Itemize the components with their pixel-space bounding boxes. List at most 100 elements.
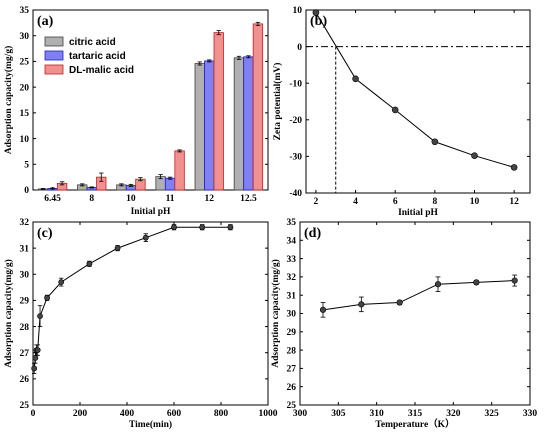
- x-tick-label: 200: [73, 409, 88, 419]
- data-point: [471, 152, 478, 159]
- data-point: [358, 301, 365, 308]
- bar-tartaric: [204, 60, 215, 191]
- x-tick-label: 300: [293, 409, 308, 419]
- y-axis-title: Adsorption capacity(mg/g): [3, 46, 14, 154]
- x-tick-label: 305: [331, 409, 346, 419]
- y-tick-label: 30: [20, 270, 30, 280]
- y-tick-label: 15: [20, 109, 30, 119]
- bar-malic: [213, 32, 224, 191]
- data-point: [34, 347, 41, 353]
- y-tick-label: 31: [20, 244, 30, 254]
- adsorption-time-line: [33, 226, 231, 369]
- y-tick-label: 32: [20, 218, 30, 228]
- y-tick-label: 5: [24, 160, 29, 170]
- y-tick-label: 10: [20, 135, 30, 145]
- data-point: [227, 224, 234, 231]
- x-tick-label: 12: [509, 197, 519, 207]
- data-point: [44, 294, 50, 301]
- bar-malic: [174, 150, 185, 191]
- y-tick-label: 10: [293, 6, 303, 16]
- legend-swatch-malic: [44, 64, 64, 75]
- x-tick-label: 2: [314, 197, 319, 207]
- y-tick-label: 25: [20, 401, 30, 411]
- data-point: [431, 138, 439, 146]
- y-tick-label: 25: [287, 401, 297, 411]
- y-tick-label: 27: [20, 349, 30, 359]
- legend-swatch-citric: [44, 36, 64, 47]
- x-category-label: 8: [89, 194, 94, 204]
- y-tick-label: -10: [289, 79, 302, 89]
- data-point: [473, 279, 480, 286]
- panel-d: 25 26 27 28 29 30 31 32 33 34 35 300 305 310 315 320 325…: [270, 218, 537, 430]
- y-tick-label: 0: [24, 186, 29, 196]
- x-tick-label: 400: [120, 409, 135, 419]
- data-point: [114, 245, 121, 252]
- bar-citric: [233, 57, 245, 191]
- bar-citric: [194, 63, 205, 191]
- y-tick-label: 28: [287, 346, 297, 356]
- legend-label: tartaric acid: [69, 51, 126, 62]
- y-tick-label: 29: [20, 297, 30, 307]
- legend-label: DL-malic acid: [69, 65, 134, 76]
- data-point: [142, 234, 149, 241]
- y-tick-label: 34: [287, 237, 297, 247]
- panel-label: (d): [304, 226, 321, 241]
- x-tick-label: 6: [393, 197, 398, 207]
- x-tick-label: 8: [432, 197, 437, 207]
- y-axis-title: Adsorption capacity(mg/g): [3, 259, 14, 367]
- y-tick-label: 20: [20, 83, 30, 93]
- x-axis-title: Temperature（K）: [375, 418, 454, 430]
- data-point: [510, 164, 518, 171]
- plot-frame: [32, 9, 269, 191]
- data-point: [434, 281, 442, 288]
- data-point: [86, 260, 93, 267]
- data-point: [391, 106, 399, 114]
- x-axis-title: Initial pH: [398, 208, 438, 218]
- bar-tartaric: [164, 177, 176, 191]
- x-category-label: 12.5: [240, 194, 257, 204]
- legend-swatch-tartaric: [44, 50, 64, 61]
- bar-tartaric: [243, 56, 254, 191]
- plot-frame: [299, 221, 531, 406]
- y-tick-label: 30: [287, 310, 297, 320]
- plot-frame: [32, 221, 269, 406]
- x-tick-label: 600: [167, 409, 182, 419]
- x-tick-label: 310: [370, 409, 385, 419]
- x-tick-label: 800: [214, 409, 229, 419]
- x-tick-label: 325: [485, 409, 500, 419]
- x-axis-title: Initial pH: [131, 207, 171, 217]
- data-point: [171, 224, 177, 231]
- y-tick-label: 35: [20, 6, 30, 16]
- x-tick-label: 4: [353, 197, 358, 207]
- data-point: [312, 9, 320, 16]
- x-axis-title: Time(min): [129, 419, 172, 430]
- y-tick-label: -40: [289, 189, 302, 199]
- legend-label: citric acid: [69, 37, 116, 48]
- y-tick-label: -30: [289, 153, 302, 163]
- y-tick-label: 33: [287, 255, 297, 265]
- data-point: [199, 224, 206, 231]
- data-point: [32, 355, 39, 361]
- y-tick-label: 32: [287, 273, 297, 283]
- panel-a: 0 5 10 15 20 25 30 35 (a) Initial pH Adsorption ca…: [3, 6, 269, 217]
- x-category-label: 10: [126, 194, 136, 204]
- y-tick-label: 26: [20, 375, 30, 385]
- data-point: [396, 299, 403, 306]
- panel-c: 25 26 27 28 29 30 31 32 0 200 400 600 800 1000 (c) Time…: [3, 218, 278, 430]
- y-tick-label: 25: [20, 58, 30, 68]
- y-tick-label: -20: [289, 116, 302, 126]
- data-point: [31, 365, 38, 372]
- x-tick-label: 1000: [259, 409, 278, 419]
- y-tick-label: 35: [287, 218, 297, 228]
- x-tick-label: 330: [523, 409, 538, 419]
- zeta-line: [315, 12, 515, 168]
- data-point: [58, 279, 65, 286]
- x-category-label: 6.45: [44, 194, 61, 204]
- x-category-label: 12: [205, 194, 215, 204]
- x-tick-label: 320: [446, 409, 461, 419]
- y-tick-label: 28: [20, 323, 30, 333]
- panel-label: (c): [37, 226, 53, 241]
- data-point: [352, 75, 359, 83]
